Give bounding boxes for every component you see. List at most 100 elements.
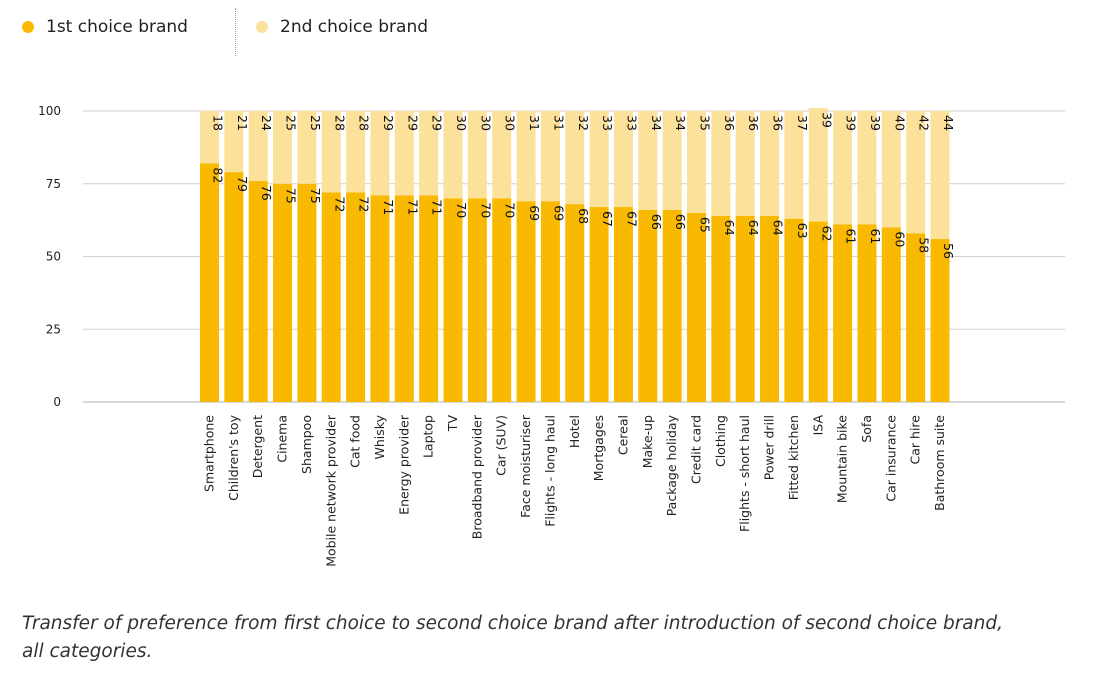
bar-first-choice	[540, 201, 560, 402]
x-category-label: Car (SUV)	[494, 415, 509, 476]
data-label-second-choice: 42	[917, 115, 932, 131]
bar-first-choice	[200, 163, 219, 402]
x-category-label: Package holiday	[664, 414, 679, 516]
bar-second-choice	[516, 111, 536, 202]
data-label-second-choice: 33	[600, 115, 615, 131]
bar-second-choice	[419, 111, 439, 196]
bar-second-choice	[273, 111, 293, 184]
data-label-second-choice: 39	[868, 115, 883, 131]
data-label-second-choice: 25	[308, 115, 323, 131]
bar-second-choice	[248, 111, 268, 181]
data-label-first-choice: 64	[771, 220, 786, 236]
bar-second-choice	[638, 111, 658, 210]
y-tick-label-0: 0	[53, 395, 61, 409]
bar-second-choice	[321, 111, 341, 193]
x-category-label: Flights - short haul	[737, 415, 752, 532]
data-label-first-choice: 58	[917, 237, 932, 253]
bar-second-choice	[492, 111, 512, 199]
bar-first-choice	[711, 215, 731, 402]
data-label-second-choice: 36	[722, 115, 737, 131]
bar-first-choice	[808, 221, 828, 402]
bar-first-choice	[273, 183, 293, 402]
bar-second-choice	[906, 111, 926, 234]
data-label-second-choice: 31	[551, 115, 566, 131]
data-label-second-choice: 21	[235, 115, 250, 131]
bar-second-choice	[833, 111, 853, 225]
data-label-second-choice: 25	[284, 115, 299, 131]
bar-second-choice	[808, 108, 828, 222]
data-label-second-choice: 24	[259, 115, 274, 131]
x-category-label: Credit card	[689, 415, 704, 484]
bar-first-choice	[662, 209, 682, 402]
bar-first-choice	[321, 192, 341, 402]
legend-separator	[235, 8, 236, 56]
x-category-label: Energy provider	[396, 414, 411, 515]
x-category-label: Mobile network provider	[323, 414, 338, 567]
data-label-second-choice: 29	[381, 115, 396, 131]
x-category-label: Fitted kitchen	[786, 415, 801, 500]
data-label-second-choice: 29	[405, 115, 420, 131]
data-label-first-choice: 69	[527, 205, 542, 221]
data-label-second-choice: 30	[454, 115, 469, 131]
data-label-first-choice: 61	[868, 228, 883, 244]
bar-second-choice	[443, 111, 463, 199]
data-label-first-choice: 67	[624, 211, 639, 227]
data-label-first-choice: 61	[844, 228, 859, 244]
bar-second-choice	[735, 111, 755, 216]
x-category-label: ISA	[810, 415, 825, 436]
bar-first-choice	[613, 207, 633, 402]
data-label-second-choice: 30	[503, 115, 518, 131]
data-label-second-choice: 28	[332, 115, 347, 131]
data-label-first-choice: 56	[941, 243, 956, 259]
bar-second-choice	[711, 111, 731, 216]
x-category-label: Sofa	[859, 415, 874, 443]
bar-second-choice	[200, 111, 219, 164]
bar-second-choice	[881, 111, 901, 228]
legend: 1st choice brand 2nd choice brand	[22, 8, 502, 56]
bar-first-choice	[857, 224, 877, 402]
bar-first-choice	[516, 201, 536, 402]
bar-first-choice	[467, 198, 487, 402]
bar-first-choice	[833, 224, 853, 402]
bar-first-choice	[638, 209, 658, 402]
data-label-first-choice: 72	[357, 196, 372, 212]
data-label-first-choice: 67	[600, 211, 615, 227]
y-tick-label-25: 25	[46, 322, 61, 336]
data-label-second-choice: 29	[430, 115, 445, 131]
x-category-label: Face moisturiser	[518, 414, 533, 518]
data-label-second-choice: 31	[527, 115, 542, 131]
data-label-second-choice: 36	[746, 115, 761, 131]
legend-label-first-choice: 1st choice brand	[46, 17, 188, 37]
x-category-label: Shampoo	[299, 415, 314, 474]
data-label-second-choice: 39	[819, 112, 834, 128]
data-label-first-choice: 63	[795, 223, 810, 239]
bar-first-choice	[881, 227, 901, 402]
bar-second-choice	[662, 111, 682, 210]
data-label-first-choice: 70	[503, 202, 518, 218]
data-label-first-choice: 71	[381, 199, 396, 215]
x-category-label: Whisky	[372, 414, 387, 459]
legend-swatch-second-choice	[256, 21, 268, 33]
x-category-label: Make-up	[640, 415, 655, 468]
data-label-first-choice: 64	[746, 220, 761, 236]
data-label-second-choice: 30	[478, 115, 493, 131]
bar-first-choice	[419, 195, 439, 402]
bar-first-choice	[370, 195, 390, 402]
data-label-first-choice: 69	[551, 205, 566, 221]
bar-second-choice	[297, 111, 317, 184]
x-category-label: Cinema	[275, 415, 290, 463]
data-label-first-choice: 68	[576, 208, 591, 224]
x-category-label: Power drill	[762, 415, 777, 480]
bar-second-choice	[394, 111, 414, 196]
bar-second-choice	[857, 111, 877, 225]
bar-second-choice	[565, 111, 585, 205]
bar-first-choice	[930, 239, 950, 402]
data-label-second-choice: 28	[357, 115, 372, 131]
data-label-first-choice: 76	[259, 185, 274, 201]
bar-second-choice	[346, 111, 366, 193]
data-label-first-choice: 82	[211, 167, 226, 183]
data-label-second-choice: 33	[624, 115, 639, 131]
data-label-first-choice: 65	[698, 217, 713, 233]
legend-label-second-choice: 2nd choice brand	[280, 17, 429, 37]
data-label-second-choice: 36	[771, 115, 786, 131]
